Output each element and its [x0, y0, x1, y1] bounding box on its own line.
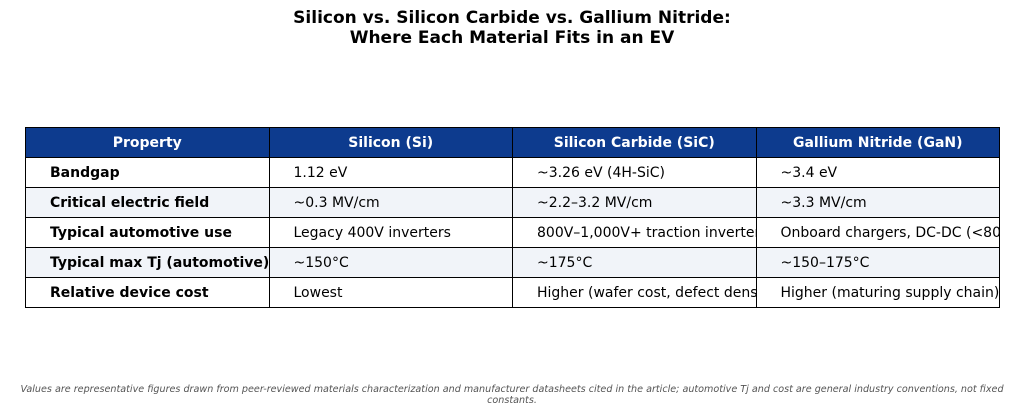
table-row: Typical max Tj (automotive) ~150°C ~175°… — [25, 247, 1000, 278]
header-cell-silicon-carbide: Silicon Carbide (SiC) — [512, 127, 757, 158]
row-label-relative-device-cost: Relative device cost — [25, 277, 270, 308]
footnote-line-1: Values are representative figures drawn … — [20, 384, 1004, 395]
header-cell-gallium-nitride: Gallium Nitride (GaN) — [755, 127, 1000, 158]
row-label-critical-electric-field: Critical electric field — [25, 187, 270, 218]
row-label-typical-automotive-use: Typical automotive use — [25, 217, 270, 248]
table-row: Relative device cost Lowest Higher (wafe… — [25, 277, 1000, 308]
table-cell: ~175°C — [512, 247, 757, 278]
table-cell: ~150–175°C — [755, 247, 1000, 278]
table-cell: 800V–1,000V+ traction inverters — [512, 217, 757, 248]
table-cell: Onboard chargers, DC-DC (<800V) — [755, 217, 1000, 248]
table-cell: Lowest — [268, 277, 513, 308]
footnote: Values are representative figures drawn … — [0, 384, 1024, 406]
table-cell: ~3.3 MV/cm — [755, 187, 1000, 218]
table-row: Typical automotive use Legacy 400V inver… — [25, 217, 1000, 248]
chart-title: Silicon vs. Silicon Carbide vs. Gallium … — [0, 8, 1024, 48]
comparison-table: Property Silicon (Si) Silicon Carbide (S… — [25, 127, 1000, 308]
header-cell-property: Property — [25, 127, 270, 158]
table-cell: Higher (wafer cost, defect density) — [512, 277, 757, 308]
table-cell: 1.12 eV — [268, 157, 513, 188]
table-cell: Higher (maturing supply chain) — [755, 277, 1000, 308]
header-cell-silicon: Silicon (Si) — [268, 127, 513, 158]
table-header-row: Property Silicon (Si) Silicon Carbide (S… — [25, 127, 1000, 158]
row-label-bandgap: Bandgap — [25, 157, 270, 188]
table-cell: ~2.2–3.2 MV/cm — [512, 187, 757, 218]
table-cell: Legacy 400V inverters — [268, 217, 513, 248]
footnote-line-2: constants. — [487, 395, 537, 406]
table-row: Bandgap 1.12 eV ~3.26 eV (4H-SiC) ~3.4 e… — [25, 157, 1000, 188]
table-cell: ~0.3 MV/cm — [268, 187, 513, 218]
chart-title-line-2: Where Each Material Fits in an EV — [349, 28, 675, 48]
table-cell: ~3.26 eV (4H-SiC) — [512, 157, 757, 188]
chart-title-line-1: Silicon vs. Silicon Carbide vs. Gallium … — [293, 8, 731, 28]
row-label-typical-max-tj: Typical max Tj (automotive) — [25, 247, 270, 278]
table-cell: ~3.4 eV — [755, 157, 1000, 188]
table-cell: ~150°C — [268, 247, 513, 278]
table-row: Critical electric field ~0.3 MV/cm ~2.2–… — [25, 187, 1000, 218]
